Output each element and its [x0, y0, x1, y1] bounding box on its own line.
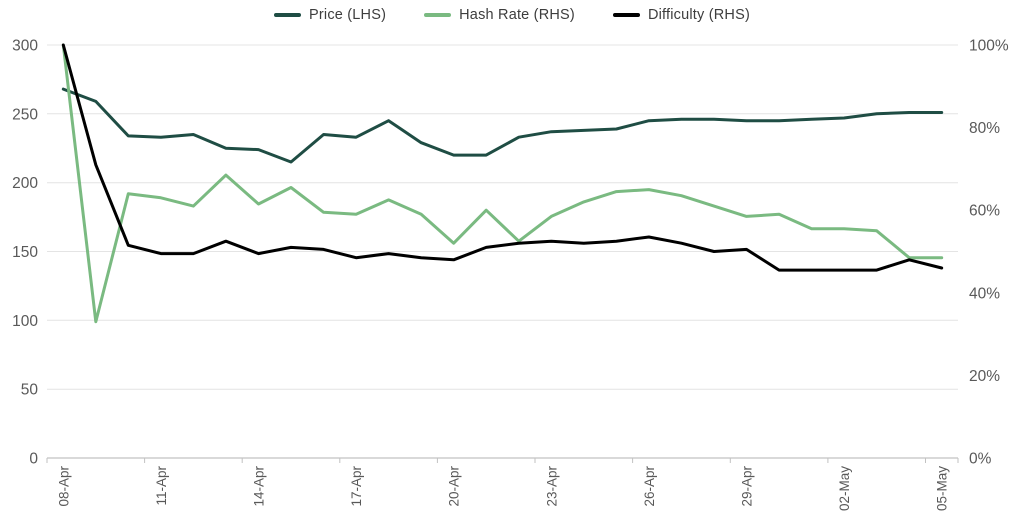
left-axis-tick-label: 100 — [12, 313, 38, 330]
difficulty-line-swatch — [612, 13, 640, 17]
left-axis-tick-label: 150 — [12, 244, 38, 261]
x-axis-date-label: 20-Apr — [447, 466, 462, 507]
right-axis-tick-label: 80% — [969, 120, 1000, 137]
series-line-0 — [61, 87, 944, 164]
x-axis-date-label: 17-Apr — [349, 466, 364, 507]
x-axis-date-label: 29-Apr — [740, 466, 755, 507]
left-axis-tick-label: 50 — [21, 382, 39, 399]
x-axis-date-label: 05-May — [935, 466, 950, 511]
legend-label-hash-rate: Hash Rate (RHS) — [459, 7, 575, 23]
x-axis-date-label: 26-Apr — [642, 466, 657, 507]
left-axis-tick-label: 300 — [12, 38, 38, 55]
legend-item-difficulty: Difficulty (RHS) — [612, 7, 750, 23]
price-line-swatch — [274, 13, 301, 17]
legend-item-hash-rate: Hash Rate (RHS) — [424, 7, 575, 23]
x-axis-date-label: 02-May — [837, 466, 852, 511]
series-line-1 — [61, 43, 944, 324]
hash-rate-line-swatch — [424, 13, 452, 17]
x-axis-date-label: 14-Apr — [252, 466, 267, 507]
legend-label-difficulty: Difficulty (RHS) — [647, 7, 750, 23]
right-axis-tick-label: 40% — [969, 285, 1000, 302]
chart-legend: Price (LHS) Hash Rate (RHS) Difficulty (… — [0, 5, 1024, 25]
series-line-2 — [61, 43, 944, 272]
legend-item-price: Price (LHS) — [274, 7, 386, 23]
x-axis-date-label: 23-Apr — [544, 466, 559, 507]
right-axis-tick-label: 60% — [969, 203, 1000, 220]
x-axis-date-label: 08-Apr — [56, 466, 71, 507]
left-axis-tick-label: 200 — [12, 175, 38, 192]
right-axis-tick-label: 100% — [969, 38, 1009, 55]
right-axis-tick-label: 0% — [969, 451, 992, 468]
x-axis-date-label: 11-Apr — [154, 466, 169, 506]
left-axis-tick-label: 250 — [12, 106, 38, 123]
legend-label-price: Price (LHS) — [309, 7, 387, 23]
left-axis-tick-label: 0 — [29, 451, 38, 468]
right-axis-tick-label: 20% — [969, 368, 1000, 385]
